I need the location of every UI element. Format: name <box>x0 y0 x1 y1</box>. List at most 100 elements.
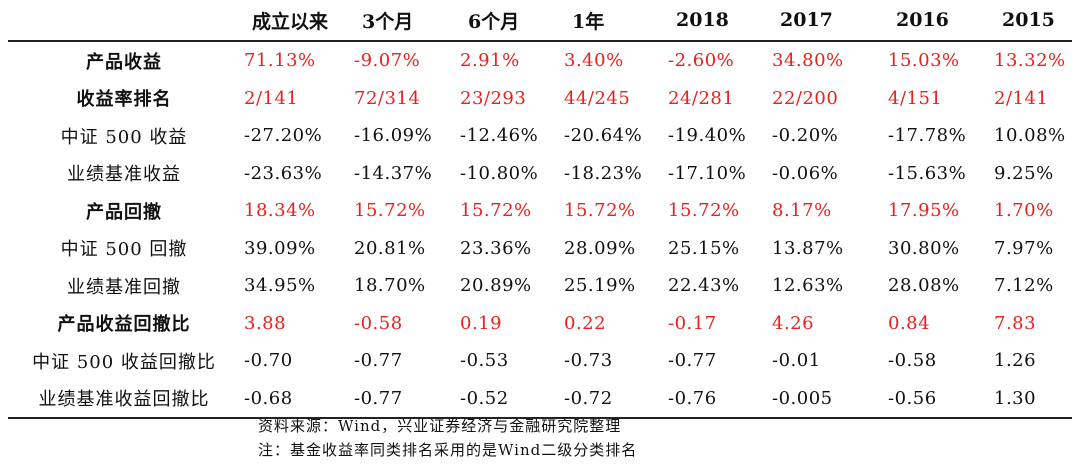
table-cell: 4.26 <box>772 312 815 334</box>
column-header: 2018 <box>664 0 768 42</box>
table-cell: 25.19% <box>564 275 636 297</box>
table-row: 业绩基准收益 -23.63% -14.37% -10.80% -18.23% -17.10… <box>8 155 1072 193</box>
table-cell: -17.10% <box>668 162 747 184</box>
table-cell: 24/281 <box>668 87 735 109</box>
table-cell: 23.36% <box>460 237 532 259</box>
column-header: 6个月 <box>456 0 560 42</box>
table-cell: 0.84 <box>888 312 931 334</box>
column-header: 2015 <box>990 0 1072 42</box>
table-cell: 15.72% <box>564 200 636 222</box>
row-label: 中证 500 收益回撤比 <box>32 351 216 373</box>
table-cell: -15.63% <box>888 162 967 184</box>
table-cell: -0.72 <box>560 379 664 419</box>
table-cell: 7.97% <box>994 237 1054 259</box>
table-cell: 12.63% <box>772 275 844 297</box>
table-cell: -0.52 <box>456 379 560 419</box>
column-header: 2017 <box>768 0 884 42</box>
table-cell: -0.76 <box>664 379 768 419</box>
table-cell: 20.81% <box>354 237 426 259</box>
row-label: 中证 500 收益 <box>60 126 188 148</box>
table-cell: 34.95% <box>244 275 316 297</box>
table-cell: 1.70% <box>994 200 1054 222</box>
table-cell: -0.77 <box>668 350 717 372</box>
table-cell: 0.22 <box>564 312 607 334</box>
table-cell: 71.13% <box>244 50 316 72</box>
table-cell: 18.34% <box>244 200 316 222</box>
table-cell: -20.64% <box>564 125 643 147</box>
table-cell: -0.70 <box>244 350 293 372</box>
table-cell: -2.60% <box>668 50 735 72</box>
table-cell: -0.53 <box>460 350 509 372</box>
row-label: 产品收益回撤比 <box>57 314 191 336</box>
table-cell: 10.08% <box>994 125 1066 147</box>
table-cell: -14.37% <box>354 162 433 184</box>
row-label: 产品收益 <box>86 51 162 73</box>
table-cell: -16.09% <box>354 125 433 147</box>
table-cell: 34.80% <box>772 50 844 72</box>
table-cell: -27.20% <box>244 125 323 147</box>
table-cell: -17.78% <box>888 125 967 147</box>
table-cell: -18.23% <box>564 162 643 184</box>
table-cell: 0.19 <box>460 312 503 334</box>
table-row: 中证 500 回撤 39.09% 20.81% 23.36% 28.09% 25.15% 1… <box>8 230 1072 268</box>
table-cell: 28.09% <box>564 237 636 259</box>
table-row: 收益率排名 2/141 72/314 23/293 44/245 24/281 22/200… <box>8 80 1072 118</box>
table-cell: 20.89% <box>460 275 532 297</box>
table-cell: -0.58 <box>354 312 403 334</box>
column-header: 2016 <box>884 0 990 42</box>
table-cell: 44/245 <box>564 87 631 109</box>
performance-table: 成立以来 3个月 6个月 1年 2018 2017 2016 2015 产品收益 71.13% -… <box>8 0 1072 419</box>
table-cell: -10.80% <box>460 162 539 184</box>
table-cell: 7.12% <box>994 275 1054 297</box>
table-cell: -0.56 <box>884 379 990 419</box>
footnotes: 资料来源：Wind，兴业证券经济与金融研究院整理 注：基金收益率同类排名采用的是… <box>258 414 637 462</box>
table-row: 产品收益回撤比 3.88 -0.58 0.19 0.22 -0.17 4.26 0.84 7.8… <box>8 305 1072 343</box>
table-cell: 4/151 <box>888 87 943 109</box>
table-row: 业绩基准回撤 34.95% 18.70% 20.89% 25.19% 22.43% 12.6… <box>8 267 1072 305</box>
table-cell: 15.72% <box>668 200 740 222</box>
table-cell: 28.08% <box>888 275 960 297</box>
table-cell: 2/141 <box>994 87 1049 109</box>
row-label: 中证 500 回撤 <box>60 239 188 261</box>
table-cell: 13.32% <box>994 50 1066 72</box>
table-cell: 22/200 <box>772 87 839 109</box>
table-cell: 9.25% <box>994 162 1054 184</box>
source-note: 资料来源：Wind，兴业证券经济与金融研究院整理 <box>258 417 622 435</box>
table-cell: 30.80% <box>888 237 960 259</box>
table-cell: -0.58 <box>888 350 937 372</box>
table-cell: -0.17 <box>668 312 717 334</box>
table-cell: -9.07% <box>354 50 421 72</box>
table-cell: 25.15% <box>668 237 740 259</box>
row-label: 收益率排名 <box>76 89 172 111</box>
table-cell: -0.20% <box>772 125 839 147</box>
table-cell: 1.30 <box>990 379 1072 419</box>
table-cell: -0.77 <box>350 379 456 419</box>
table-cell: -23.63% <box>244 162 323 184</box>
row-label: 业绩基准收益回撤比 <box>8 379 240 419</box>
table-cell: 3.88 <box>244 312 287 334</box>
table-cell: 1.26 <box>994 350 1037 372</box>
table-cell: -0.005 <box>768 379 884 419</box>
table-cell: 72/314 <box>354 87 421 109</box>
table-cell: 7.83 <box>994 312 1037 334</box>
table-cell: 17.95% <box>888 200 960 222</box>
table-cell: 23/293 <box>460 87 527 109</box>
table-cell: 2/141 <box>244 87 299 109</box>
table-row: 中证 500 收益 -27.20% -16.09% -12.46% -20.64% -19… <box>8 117 1072 155</box>
column-header: 3个月 <box>350 0 456 42</box>
header-corner <box>8 0 240 42</box>
table-cell: 8.17% <box>772 200 832 222</box>
table-cell: -12.46% <box>460 125 539 147</box>
table-cell: -0.01 <box>772 350 821 372</box>
remark-note: 注：基金收益率同类排名采用的是Wind二级分类排名 <box>258 441 638 459</box>
table-cell: 13.87% <box>772 237 844 259</box>
table-cell: 15.72% <box>460 200 532 222</box>
table-body: 产品收益 71.13% -9.07% 2.91% 3.40% -2.60% 34.80% 15… <box>8 41 1072 419</box>
table-cell: -0.68 <box>240 379 350 419</box>
table-cell: 22.43% <box>668 275 740 297</box>
table-cell: 15.72% <box>354 200 426 222</box>
table-cell: -0.77 <box>354 350 403 372</box>
table-row: 产品回撤 18.34% 15.72% 15.72% 15.72% 15.72% 8.17% 1… <box>8 192 1072 230</box>
table-cell: 2.91% <box>460 50 520 72</box>
table-row: 产品收益 71.13% -9.07% 2.91% 3.40% -2.60% 34.80% 15… <box>8 41 1072 80</box>
